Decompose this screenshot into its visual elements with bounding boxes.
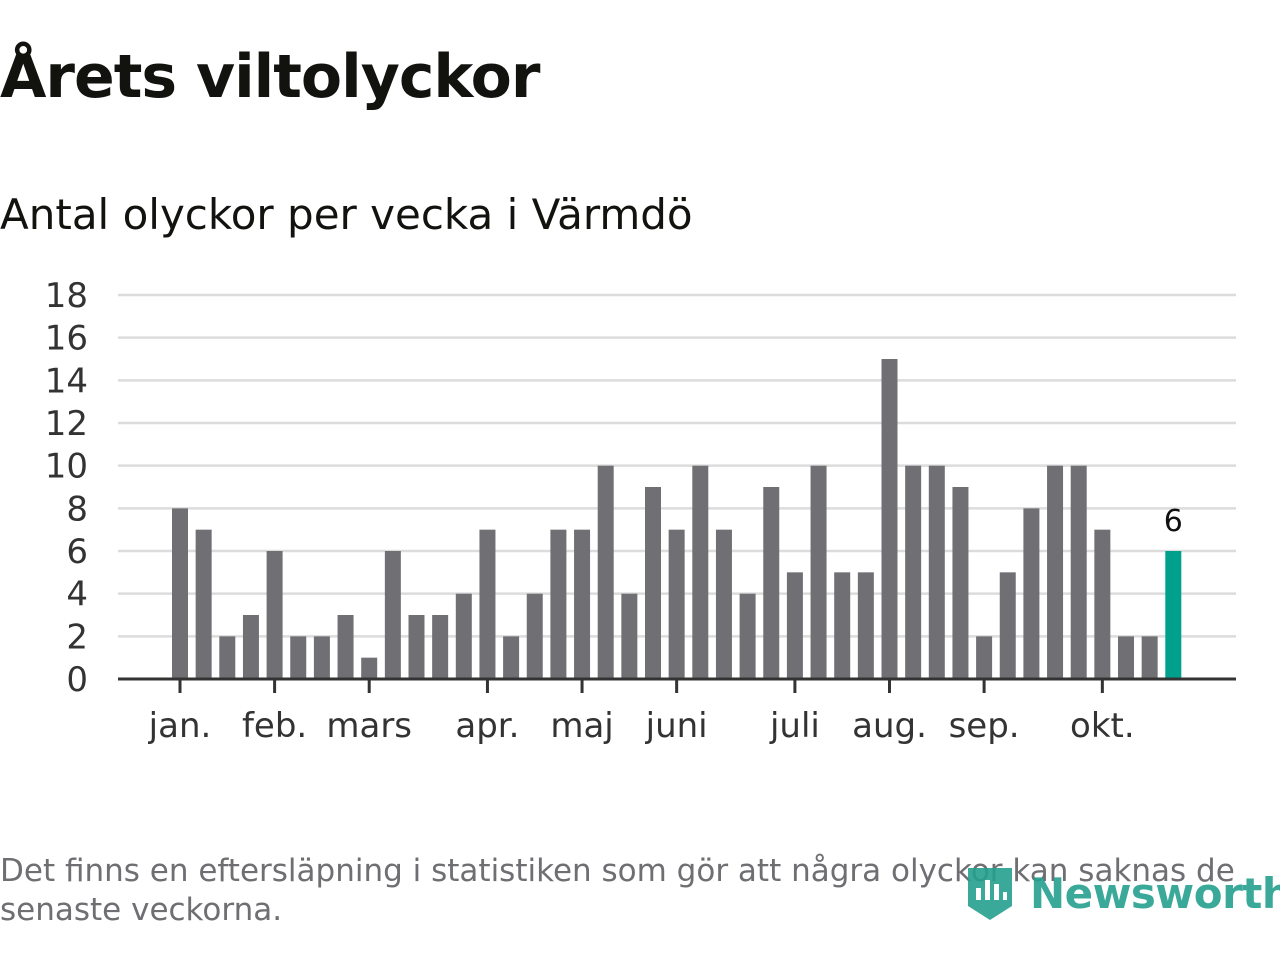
- bar: [526, 593, 543, 679]
- chart-title: Årets viltolyckor: [0, 42, 540, 112]
- newsworthy-logo: Newsworthy: [964, 862, 1280, 924]
- bar: [976, 636, 993, 679]
- bar: [763, 487, 780, 679]
- bar: [786, 572, 803, 679]
- y-tick-label: 12: [45, 404, 88, 444]
- bar: [290, 636, 307, 679]
- y-tick-label: 6: [66, 532, 88, 572]
- grid-lines: [118, 293, 1236, 638]
- chart-subtitle: Antal olyckor per vecka i Värmdö: [0, 190, 693, 239]
- x-tick-label: juli: [769, 706, 820, 746]
- bar: [408, 615, 425, 679]
- bar: [1094, 529, 1111, 679]
- bar: [313, 636, 330, 679]
- bar: [479, 529, 496, 679]
- y-tick-label: 14: [45, 361, 88, 401]
- bar: [1141, 636, 1158, 679]
- bar: [952, 487, 969, 679]
- bar-value-label: 6: [1164, 504, 1183, 539]
- bar: [432, 615, 449, 679]
- bar: [550, 529, 567, 679]
- bar: [645, 487, 661, 679]
- footnote: Det finns en eftersläpning i statistiken…: [0, 853, 1235, 928]
- y-tick-label: 8: [66, 489, 88, 529]
- newsworthy-logo-text: Newsworthy: [1030, 868, 1280, 918]
- bar: [715, 529, 732, 679]
- y-tick-label: 18: [45, 276, 88, 316]
- y-tick-label: 16: [45, 319, 88, 359]
- bar: [172, 508, 188, 679]
- bar: [503, 636, 520, 679]
- x-tick-label: maj: [550, 706, 613, 746]
- y-tick-label: 10: [45, 447, 88, 487]
- bar-highlight: [1165, 551, 1182, 679]
- bar: [1047, 465, 1064, 679]
- bar: [337, 615, 354, 679]
- x-tick-label: okt.: [1070, 706, 1135, 746]
- x-tick-label: feb.: [242, 706, 307, 746]
- newsworthy-logo-icon: [968, 868, 1012, 920]
- bar: [384, 551, 401, 679]
- x-tick-label: sep.: [949, 706, 1020, 746]
- bar: [810, 465, 827, 679]
- bar: [668, 529, 685, 679]
- bar: [219, 636, 236, 679]
- x-tick-label: apr.: [455, 706, 519, 746]
- bar: [195, 529, 212, 679]
- y-tick-label: 4: [66, 575, 88, 615]
- bar: [1023, 508, 1040, 679]
- bar: [834, 572, 851, 679]
- x-tick-label: juni: [645, 706, 708, 746]
- bar: [455, 593, 472, 679]
- bar: [905, 465, 922, 679]
- y-tick-label: 0: [66, 660, 88, 700]
- bar: [692, 465, 709, 679]
- bar: [1070, 465, 1087, 679]
- y-tick-label: 2: [66, 617, 88, 657]
- bar: [999, 572, 1016, 679]
- bars: 6: [172, 359, 1183, 679]
- bar: [361, 657, 378, 679]
- bar: [621, 593, 638, 679]
- x-tick-label: jan.: [148, 706, 212, 746]
- x-tick-label: mars: [326, 706, 412, 746]
- bar: [242, 615, 259, 679]
- bar: [881, 359, 898, 679]
- bar: [857, 572, 874, 679]
- x-axis-ticks: jan. feb. mars apr. maj juni juli aug. sep. okt.: [148, 679, 1135, 746]
- bar: [739, 593, 756, 679]
- bar: [266, 551, 283, 679]
- x-tick-label: aug.: [852, 706, 927, 746]
- bar: [1118, 636, 1134, 679]
- bar: [928, 465, 945, 679]
- bar: [597, 465, 614, 679]
- bar: [574, 529, 591, 679]
